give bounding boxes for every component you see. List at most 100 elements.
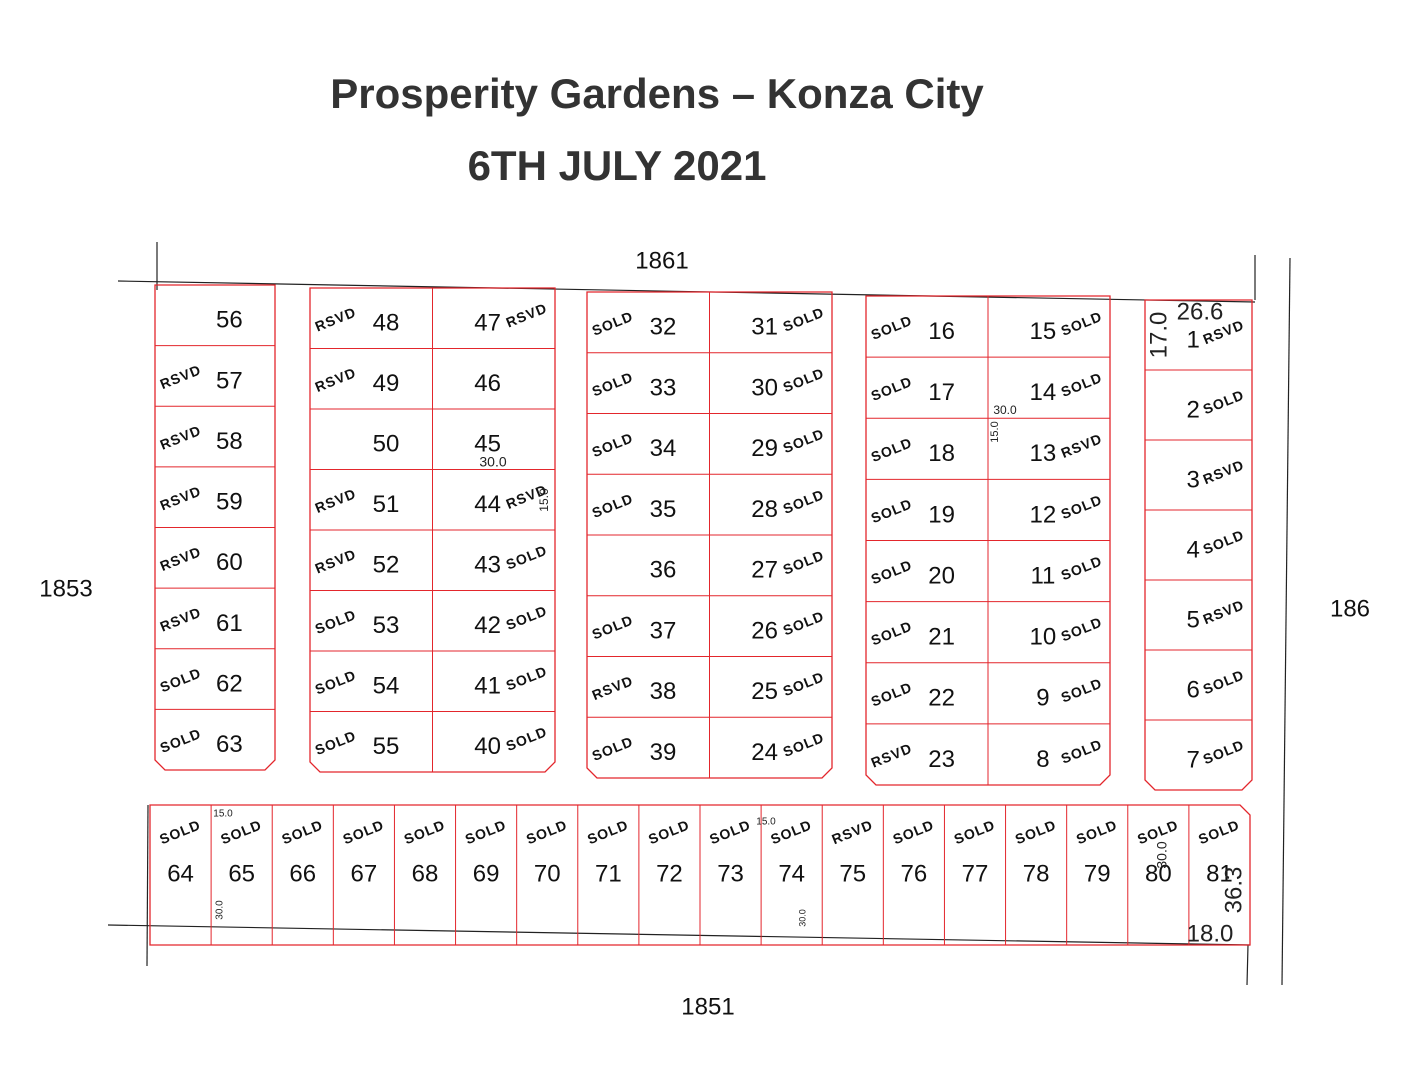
dimension-label: 15.0 bbox=[537, 488, 551, 512]
plot-status: SOLD bbox=[590, 611, 636, 642]
plot-number: 50 bbox=[373, 431, 400, 458]
plot-status: SOLD bbox=[646, 816, 692, 847]
plot-number: 30 bbox=[751, 374, 778, 401]
block-outline bbox=[154, 284, 276, 771]
plot-status: SOLD bbox=[1196, 816, 1242, 847]
plot-status: SOLD bbox=[590, 733, 636, 764]
plot-status: SOLD bbox=[1201, 736, 1247, 767]
block-outline bbox=[865, 295, 1111, 786]
plot-status: SOLD bbox=[218, 816, 264, 847]
plot-status: SOLD bbox=[402, 816, 448, 847]
plot-number: 22 bbox=[928, 685, 955, 712]
plot-number: 79 bbox=[1084, 860, 1111, 887]
plot-status: SOLD bbox=[279, 816, 325, 847]
plot-status: SOLD bbox=[590, 368, 636, 399]
plot-number: 21 bbox=[928, 624, 955, 651]
plot-number: 27 bbox=[751, 557, 778, 584]
plot-status: SOLD bbox=[590, 490, 636, 521]
plot-number: 54 bbox=[373, 673, 400, 700]
plot-number: 19 bbox=[928, 501, 955, 528]
plot-number: 68 bbox=[412, 860, 439, 887]
plot-number: 12 bbox=[1030, 501, 1057, 528]
plot-status: SOLD bbox=[463, 816, 509, 847]
plot-status: SOLD bbox=[1013, 816, 1059, 847]
plot-status: SOLD bbox=[585, 816, 631, 847]
plot-status: SOLD bbox=[1059, 614, 1105, 645]
plot-status: SOLD bbox=[781, 547, 827, 578]
date: 6TH JULY 2021 bbox=[468, 142, 767, 189]
plot-status: SOLD bbox=[869, 495, 915, 526]
plot-status: SOLD bbox=[781, 607, 827, 638]
plot-status: RSVD bbox=[313, 546, 359, 577]
plot-status: RSVD bbox=[158, 604, 204, 635]
plot-number: 70 bbox=[534, 860, 561, 887]
plot-status: SOLD bbox=[158, 664, 204, 695]
plot-status: RSVD bbox=[158, 543, 204, 574]
plot-number: 56 bbox=[216, 307, 243, 334]
plot-number: 29 bbox=[751, 435, 778, 462]
plot-status: SOLD bbox=[313, 727, 359, 758]
plot-status: RSVD bbox=[869, 740, 915, 771]
dimension-label: 15.0 bbox=[989, 421, 1001, 442]
plot-number: 45 bbox=[474, 431, 501, 458]
plot-status: SOLD bbox=[313, 667, 359, 698]
plot-number: 9 bbox=[1036, 685, 1049, 712]
plot-number: 31 bbox=[751, 314, 778, 341]
plot-number: 59 bbox=[216, 489, 243, 516]
plot-number: 7 bbox=[1186, 746, 1199, 773]
plot-status: SOLD bbox=[1059, 552, 1105, 583]
plot-number: 15 bbox=[1030, 318, 1057, 345]
plot-number: 44 bbox=[474, 491, 501, 518]
plot-status: RSVD bbox=[590, 672, 636, 703]
plot-status: RSVD bbox=[313, 485, 359, 516]
plot-status: SOLD bbox=[504, 663, 550, 694]
plot-status: SOLD bbox=[504, 602, 550, 633]
dimension-label: 30.0 bbox=[479, 454, 506, 470]
plot-number: 40 bbox=[474, 733, 501, 760]
plot-number: 3 bbox=[1186, 466, 1199, 493]
plot-status: SOLD bbox=[781, 304, 827, 335]
plot-number: 61 bbox=[216, 610, 243, 637]
plot-number: 36 bbox=[650, 557, 677, 584]
road-edge bbox=[1246, 944, 1249, 986]
block-outline bbox=[309, 287, 556, 773]
dimension-label: 36.3 bbox=[1220, 867, 1247, 914]
plot-status: SOLD bbox=[781, 486, 827, 517]
plot-status: RSVD bbox=[829, 816, 875, 847]
plot-number: 74 bbox=[778, 860, 805, 887]
plot-number: 77 bbox=[962, 860, 989, 887]
plot-number: 28 bbox=[751, 496, 778, 523]
dimension-label: 18.0 bbox=[1187, 920, 1234, 947]
plot-number: 6 bbox=[1186, 676, 1199, 703]
plot-number: 14 bbox=[1030, 379, 1057, 406]
plot-status: RSVD bbox=[158, 361, 204, 392]
title: Prosperity Gardens – Konza City bbox=[330, 70, 984, 117]
dimension-label: 26.6 bbox=[1177, 298, 1224, 325]
plot-number: 72 bbox=[656, 860, 683, 887]
plot-status: SOLD bbox=[952, 816, 998, 847]
road-edge bbox=[146, 804, 149, 967]
plot-status: SOLD bbox=[1059, 675, 1105, 706]
plot-status: SOLD bbox=[341, 816, 387, 847]
plot-number: 75 bbox=[839, 860, 866, 887]
plot-status: SOLD bbox=[504, 542, 550, 573]
plot-status: SOLD bbox=[1059, 308, 1105, 339]
plot-number: 58 bbox=[216, 428, 243, 455]
plot-number: 18 bbox=[928, 440, 955, 467]
block-outline bbox=[586, 291, 833, 779]
plot-status: SOLD bbox=[781, 668, 827, 699]
plot-number: 33 bbox=[650, 374, 677, 401]
plot-status: SOLD bbox=[891, 816, 937, 847]
plot-number: 25 bbox=[751, 678, 778, 705]
dimension-label: 17.0 bbox=[1145, 312, 1172, 359]
plot-status: SOLD bbox=[869, 618, 915, 649]
plot-number: 76 bbox=[901, 860, 928, 887]
plot-status: SOLD bbox=[869, 679, 915, 710]
dimension-label: 30.0 bbox=[215, 900, 226, 920]
plot-number: 24 bbox=[751, 739, 778, 766]
plot-number: 67 bbox=[351, 860, 378, 887]
plot-status: RSVD bbox=[504, 300, 550, 331]
plot-status: SOLD bbox=[869, 312, 915, 343]
dimension-label: 30.0 bbox=[797, 909, 807, 927]
